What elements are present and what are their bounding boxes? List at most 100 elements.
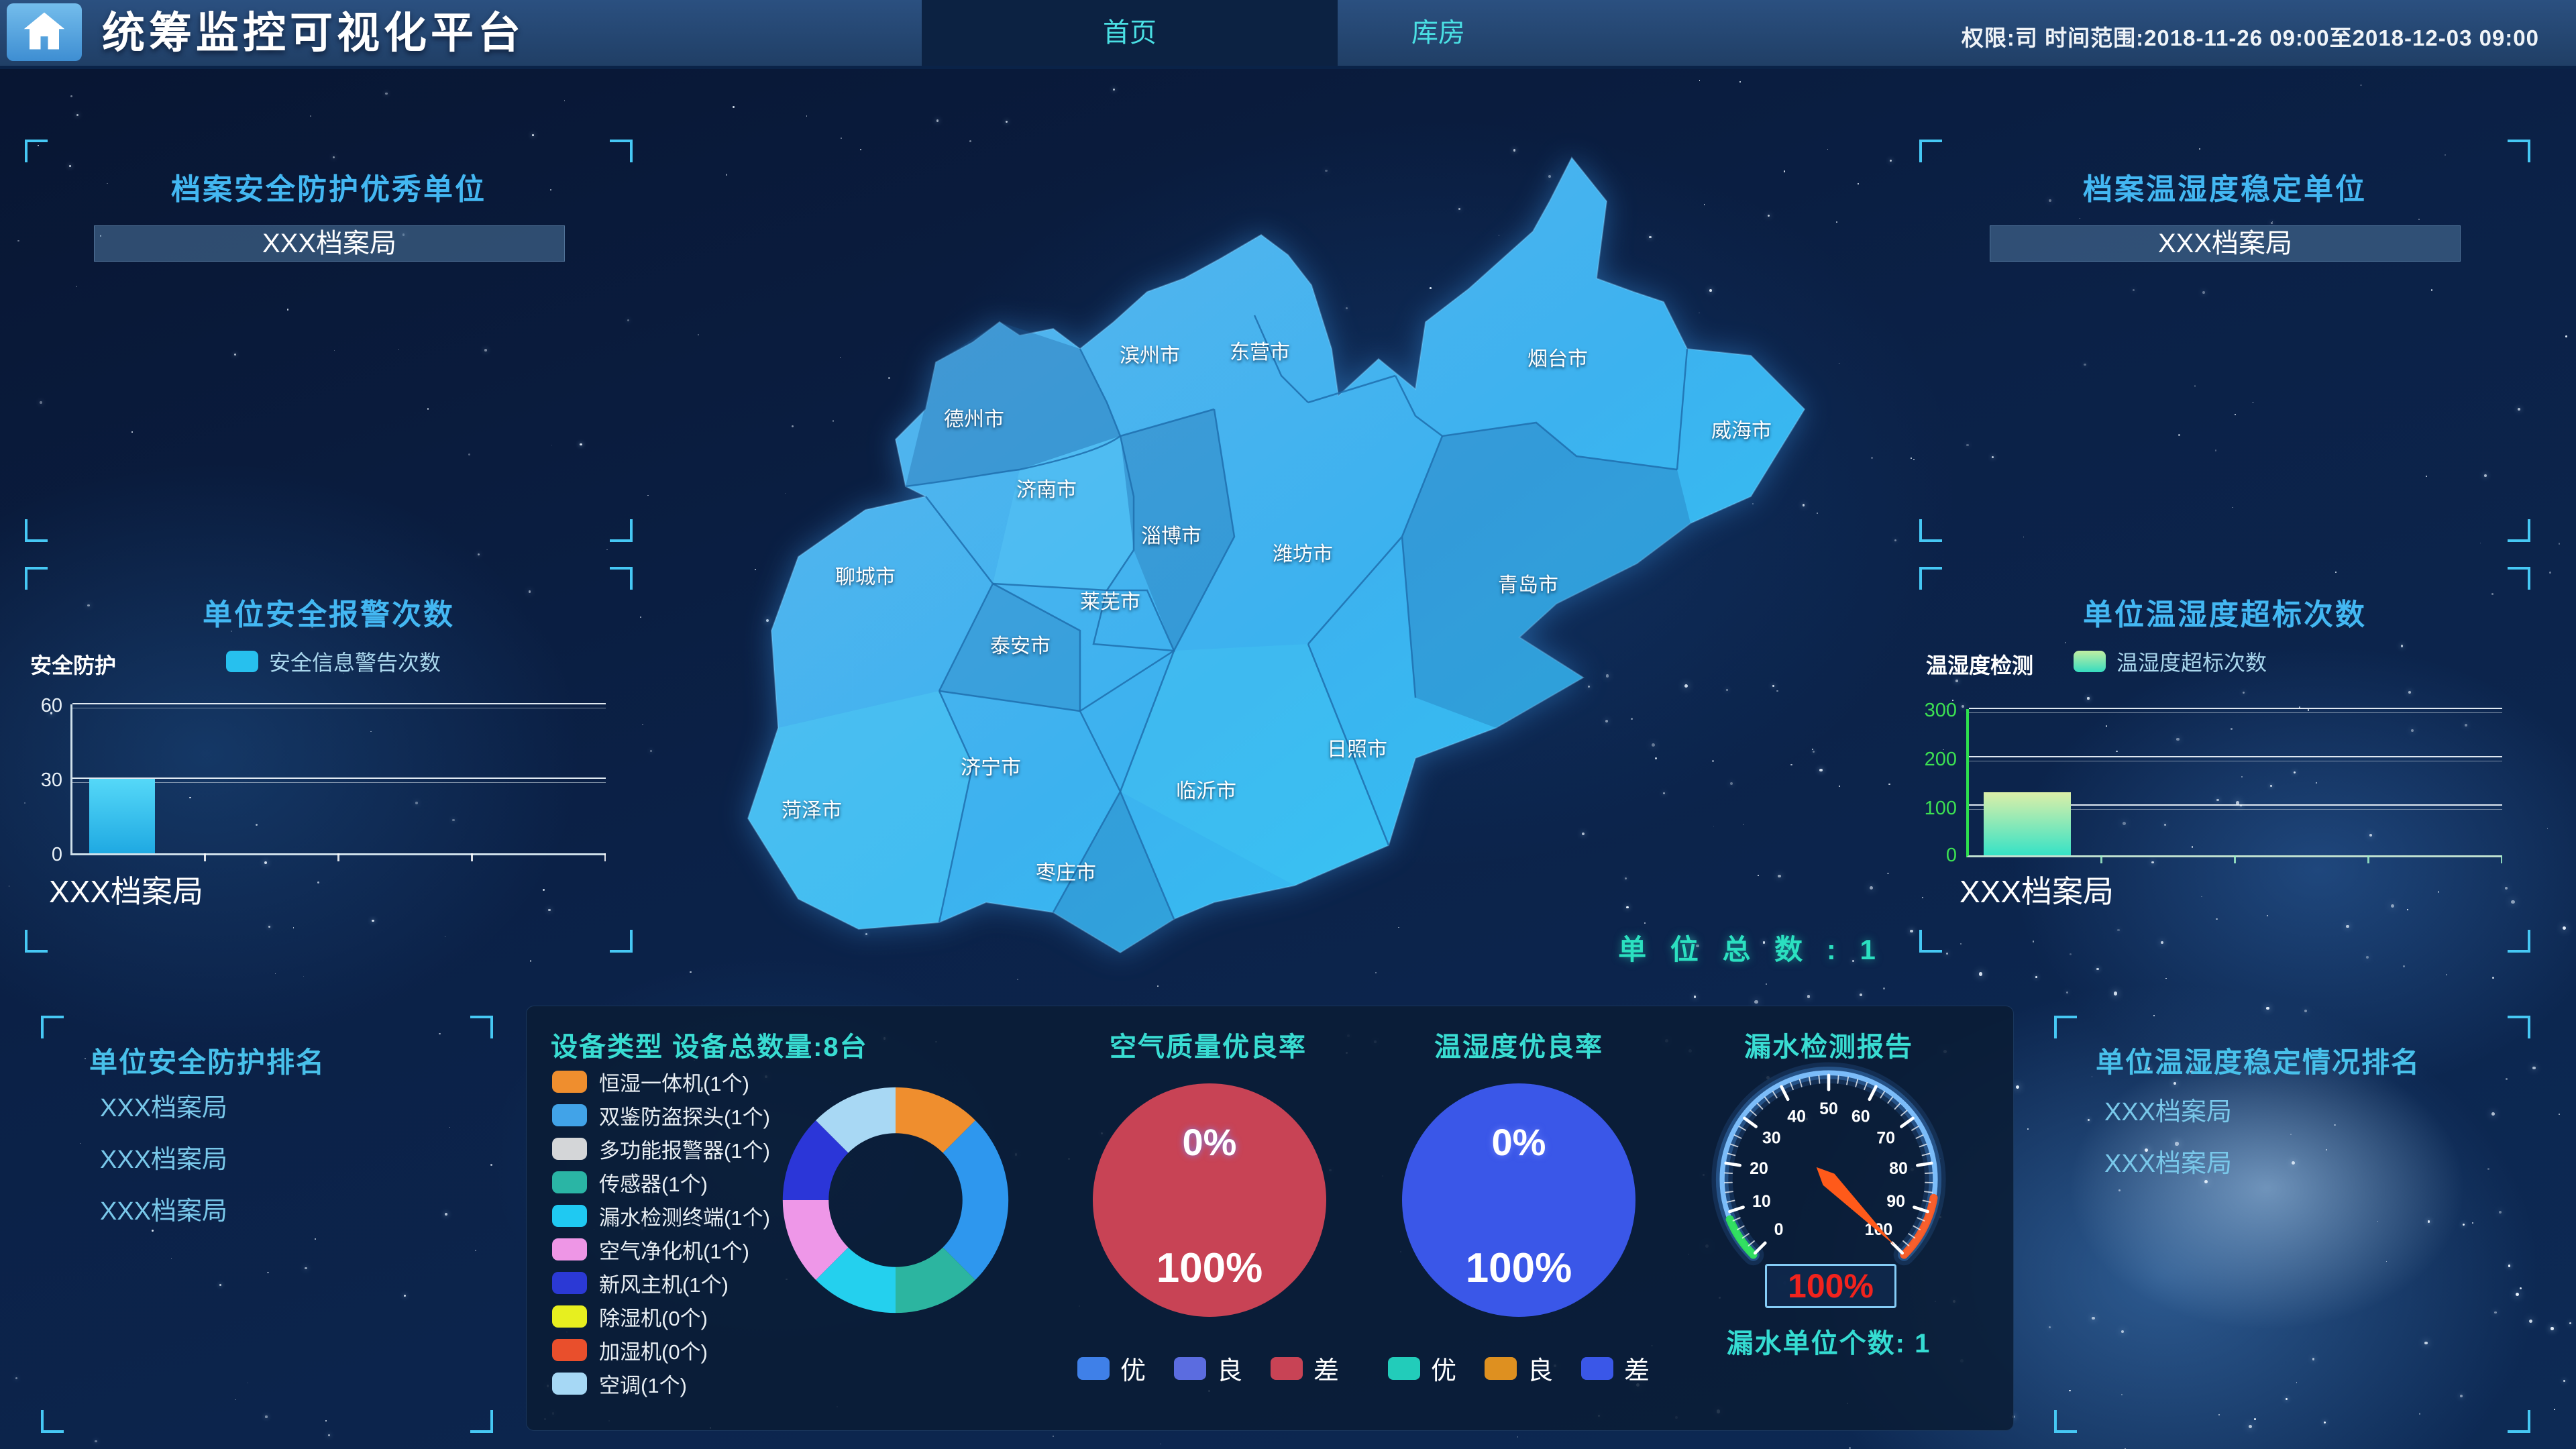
corner-decoration bbox=[2508, 930, 2530, 953]
corner-decoration bbox=[2508, 519, 2530, 542]
tab-home[interactable]: 首页 bbox=[922, 0, 1338, 66]
pie-legend-item[interactable]: 差 bbox=[1581, 1350, 1650, 1387]
chart-legend[interactable]: 安全信息警告次数 bbox=[226, 646, 441, 677]
device-legend-item[interactable]: 空气净化机(1个) bbox=[552, 1238, 770, 1263]
header-bar: 统筹监控可视化平台 首页 库房 权限:司 时间范围:2018-11-26 09:… bbox=[0, 0, 2576, 69]
map-city-label[interactable]: 威海市 bbox=[1711, 420, 1772, 442]
chart-group-label: 安全防护 bbox=[30, 653, 117, 678]
chart-group-label: 温湿度检测 bbox=[1926, 653, 2034, 678]
legend-label: 优 bbox=[1120, 1357, 1146, 1385]
device-legend-item[interactable]: 加湿机(0个) bbox=[552, 1339, 770, 1364]
pie-top-value: 0% bbox=[1182, 1121, 1237, 1163]
temp-humidity-legend: 优 良 差 bbox=[1358, 1350, 1680, 1387]
corner-decoration bbox=[2508, 140, 2530, 162]
device-legend-item[interactable]: 传感器(1个) bbox=[552, 1171, 770, 1196]
air-quality-pie[interactable]: 0% 100% bbox=[1093, 1083, 1326, 1317]
legend-swatch bbox=[1581, 1356, 1613, 1380]
legend-swatch bbox=[552, 1171, 587, 1193]
list-item[interactable]: XXX档案局 bbox=[100, 1146, 228, 1174]
map-city-label[interactable]: 青岛市 bbox=[1498, 574, 1558, 596]
svg-text:30: 30 bbox=[1762, 1129, 1781, 1148]
legend-label: 漏水检测终端(1个) bbox=[599, 1206, 770, 1230]
map-city-label[interactable]: 枣庄市 bbox=[1036, 862, 1096, 884]
tab-warehouse[interactable]: 库房 bbox=[1338, 0, 1539, 66]
list-item[interactable]: XXX档案局 bbox=[100, 1197, 228, 1226]
device-legend-item[interactable]: 漏水检测终端(1个) bbox=[552, 1205, 770, 1230]
gridline bbox=[1969, 756, 2502, 761]
y-tick: 0 bbox=[1945, 845, 1957, 866]
corner-decoration bbox=[25, 930, 48, 953]
panel-security-ranking: 单位安全防护排名 XXX档案局 XXX档案局 XXX档案局 bbox=[41, 1016, 493, 1433]
map-city-label[interactable]: 日照市 bbox=[1327, 739, 1387, 761]
map-city-label[interactable]: 济南市 bbox=[1016, 479, 1077, 501]
panel-security-excellent-units: 档案安全防护优秀单位 XXX档案局 bbox=[25, 140, 633, 542]
legend-label: 良 bbox=[1216, 1357, 1242, 1385]
bar-humidity-count[interactable] bbox=[1984, 792, 2071, 855]
panel-title: 单位安全防护排名 bbox=[89, 1046, 326, 1078]
corner-decoration bbox=[1919, 567, 1942, 590]
gridline bbox=[72, 703, 606, 708]
device-legend-item[interactable]: 双鉴防盗探头(1个) bbox=[552, 1104, 770, 1129]
panel-alarm-chart: 单位安全报警次数 安全防护 安全信息警告次数 60 30 0 XXX档案局 bbox=[25, 567, 633, 953]
bar-chart-plot bbox=[1966, 708, 2502, 863]
gridline bbox=[1969, 708, 2502, 713]
list-item[interactable]: XXX档案局 bbox=[2104, 1098, 2233, 1126]
device-legend: 恒湿一体机(1个) 双鉴防盗探头(1个) 多功能报警器(1个) 传感器(1个) … bbox=[552, 1071, 770, 1397]
map-city-label[interactable]: 菏泽市 bbox=[782, 800, 842, 822]
bar-chart-plot bbox=[70, 703, 606, 861]
legend-swatch bbox=[552, 1238, 587, 1260]
panel-title: 单位温湿度稳定情况排名 bbox=[2096, 1046, 2421, 1078]
pie-legend-item[interactable]: 良 bbox=[1173, 1350, 1242, 1387]
app-logo[interactable] bbox=[7, 3, 82, 61]
temp-humidity-pie[interactable]: 0% 100% bbox=[1402, 1083, 1635, 1317]
panel-humidity-chart: 单位温湿度超标次数 温湿度检测 温湿度超标次数 300 200 100 0 XX… bbox=[1919, 567, 2530, 953]
map-city-label[interactable]: 滨州市 bbox=[1120, 345, 1180, 367]
device-legend-item[interactable]: 恒湿一体机(1个) bbox=[552, 1071, 770, 1095]
legend-swatch bbox=[1484, 1356, 1517, 1380]
map-city-label[interactable]: 临沂市 bbox=[1176, 780, 1236, 802]
legend-swatch bbox=[552, 1205, 587, 1227]
map-city-label[interactable]: 德州市 bbox=[944, 409, 1004, 431]
map-city-label[interactable]: 泰安市 bbox=[990, 635, 1051, 657]
y-tick: 30 bbox=[40, 769, 62, 791]
unit-button[interactable]: XXX档案局 bbox=[1990, 225, 2461, 262]
page-title: 统筹监控可视化平台 bbox=[102, 9, 525, 57]
corner-decoration bbox=[610, 519, 633, 542]
device-donut-chart[interactable] bbox=[777, 1082, 1014, 1318]
pie-legend-item[interactable]: 差 bbox=[1271, 1350, 1339, 1387]
x-axis-ticks bbox=[1969, 855, 2502, 863]
legend-swatch bbox=[552, 1272, 587, 1294]
unit-button[interactable]: XXX档案局 bbox=[94, 225, 565, 262]
legend-swatch bbox=[552, 1305, 587, 1328]
legend-label: 除湿机(0个) bbox=[599, 1307, 708, 1330]
map-city-label[interactable]: 潍坊市 bbox=[1273, 543, 1333, 566]
svg-text:70: 70 bbox=[1876, 1129, 1895, 1148]
list-item[interactable]: XXX档案局 bbox=[100, 1094, 228, 1122]
svg-text:50: 50 bbox=[1819, 1099, 1838, 1118]
pie-legend-item[interactable]: 良 bbox=[1484, 1350, 1553, 1387]
device-legend-item[interactable]: 空调(1个) bbox=[552, 1373, 770, 1397]
map-city-label[interactable]: 烟台市 bbox=[1527, 348, 1588, 370]
device-legend-item[interactable]: 除湿机(0个) bbox=[552, 1305, 770, 1330]
province-map[interactable]: 德州市 滨州市 东营市 烟台市威海市济南市淄博市潍坊市聊城市莱芜市泰安市 青岛市日照市济… bbox=[704, 121, 1811, 959]
map-city-label[interactable]: 淄博市 bbox=[1141, 525, 1201, 547]
ranking-list: XXX档案局 XXX档案局 XXX档案局 bbox=[100, 1087, 227, 1227]
svg-text:0: 0 bbox=[1774, 1220, 1784, 1239]
device-legend-item[interactable]: 多功能报警器(1个) bbox=[552, 1138, 770, 1163]
bar-alarm-count[interactable] bbox=[89, 779, 155, 853]
devices-title: 设备类型 设备总数量:8台 bbox=[551, 1032, 868, 1062]
map-city-label[interactable]: 济宁市 bbox=[961, 757, 1021, 779]
chart-legend[interactable]: 温湿度超标次数 bbox=[2074, 646, 2267, 677]
map-city-label[interactable]: 东营市 bbox=[1230, 341, 1290, 364]
pie-legend-item[interactable]: 优 bbox=[1077, 1350, 1146, 1387]
pie-bottom-value: 100% bbox=[1156, 1245, 1263, 1291]
list-item[interactable]: XXX档案局 bbox=[2104, 1150, 2233, 1178]
map-city-label[interactable]: 聊城市 bbox=[835, 566, 896, 588]
corner-decoration bbox=[25, 567, 48, 590]
pie-legend-item[interactable]: 优 bbox=[1387, 1350, 1456, 1387]
device-legend-item[interactable]: 新风主机(1个) bbox=[552, 1272, 770, 1297]
svg-text:60: 60 bbox=[1851, 1108, 1870, 1126]
map-city-label[interactable]: 莱芜市 bbox=[1080, 591, 1140, 613]
legend-label: 温湿度超标次数 bbox=[2116, 651, 2267, 675]
